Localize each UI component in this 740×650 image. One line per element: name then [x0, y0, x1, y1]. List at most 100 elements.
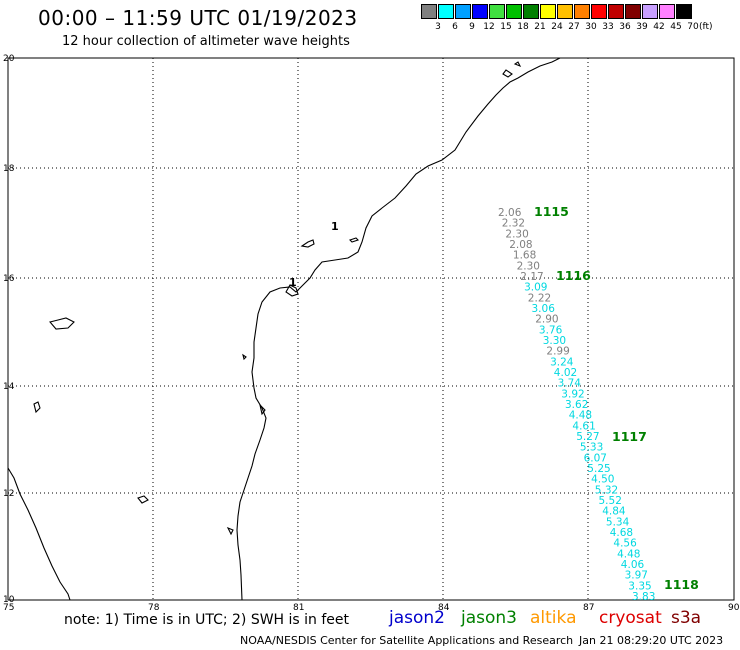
cocos-island [49, 317, 75, 330]
legend-swatch-10 [591, 4, 607, 19]
legend-label-24: 24 [551, 22, 563, 32]
satellite-s3a: s3a [671, 608, 702, 628]
swh-reading: 4.48 [617, 548, 640, 560]
legend-label-36: 36 [619, 22, 631, 32]
legend-label-15: 15 [500, 22, 512, 32]
legend-swatch-0 [421, 4, 437, 19]
swh-reading: 5.33 [580, 442, 603, 454]
lat-label-16: 16 [3, 274, 15, 284]
swh-reading: 2.30 [517, 260, 540, 272]
pass-time-labels: 1115 1116 1117 1118 [534, 204, 699, 592]
swh-reading: 5.52 [599, 495, 622, 507]
legend-swatch-12 [625, 4, 641, 19]
swh-reading: 3.83 [632, 591, 655, 603]
pass-time-label: 1116 [556, 268, 591, 283]
credit-line: NOAA/NESDIS Center for Satellite Applica… [240, 634, 574, 647]
legend-swatch-14 [659, 4, 675, 19]
generation-timestamp: Jan 21 08:29:20 UTC 2023 [579, 634, 724, 647]
gulf-of-fonseca [285, 284, 299, 297]
legend-label-33: 33 [602, 22, 614, 32]
swh-reading: 2.06 [498, 207, 522, 219]
swh-reading: 4.48 [569, 410, 592, 422]
panama-islet [226, 526, 234, 536]
coast-marker-fonseca: 1 [289, 276, 297, 289]
coastline [7, 57, 561, 601]
legend-swatch-9 [574, 4, 590, 19]
lat-label-14: 14 [3, 382, 15, 392]
chart-subtitle: 12 hour collection of altimeter wave hei… [62, 34, 350, 49]
legend-label-30: 30 [585, 22, 597, 32]
pass-time-label: 1115 [534, 204, 569, 219]
legend-swatch-1 [438, 4, 454, 19]
swh-reading: 3.97 [625, 570, 648, 582]
swh-reading: 3.06 [532, 303, 556, 315]
swh-reading: 4.61 [572, 420, 595, 432]
satellite-jason2: jason2 [389, 608, 445, 628]
swh-reading: 4.56 [613, 538, 637, 550]
swh-reading: 3.24 [550, 356, 574, 368]
legend-label-12: 12 [483, 22, 495, 32]
legend-label-70: 70 [687, 22, 699, 32]
legend-swatch-6 [523, 4, 539, 19]
lon-label-78: 78 [148, 603, 160, 613]
chart-title: 00:00 – 11:59 UTC 01/19/2023 [38, 6, 358, 30]
legend-swatch-11 [608, 4, 624, 19]
satellite-altika: altika [530, 608, 577, 628]
swh-reading: 4.50 [591, 474, 614, 486]
swh-reading: 3.92 [561, 388, 584, 400]
legend-swatch-3 [472, 4, 488, 19]
legend-label-45: 45 [670, 22, 682, 32]
legend-label-9: 9 [469, 22, 475, 32]
legend-label-27: 27 [568, 22, 580, 32]
swh-reading: 2.30 [505, 228, 528, 240]
legend-swatch-13 [642, 4, 658, 19]
satellite-cryosat: cryosat [599, 608, 662, 628]
swh-reading: 1.68 [513, 250, 536, 262]
legend-label-3: 3 [435, 22, 441, 32]
pass-time-label: 1117 [612, 429, 647, 444]
lon-label-75: 75 [3, 603, 14, 613]
swh-reading: 2.99 [546, 346, 569, 358]
swh-reading: 6.07 [584, 452, 607, 464]
lat-lon-grid [8, 58, 734, 600]
legend-swatch-15 [676, 4, 692, 19]
swh-reading: 3.74 [558, 378, 582, 390]
legend-swatch-8 [557, 4, 573, 19]
south-american-coast [7, 467, 71, 601]
islet-d [137, 495, 149, 504]
islet-c [33, 401, 41, 414]
legend-swatch-5 [506, 4, 522, 19]
swh-reading: 2.32 [502, 218, 525, 230]
swh-readings: 2.062.322.302.081.682.302.173.092.223.06… [498, 207, 655, 603]
swh-reading: 5.34 [606, 516, 630, 528]
lon-label-90: 90 [728, 603, 740, 613]
small-islet-a [242, 353, 247, 361]
satellite-jason3: jason3 [461, 608, 517, 628]
swh-reading: 5.27 [576, 431, 599, 443]
swh-reading: 3.62 [565, 399, 588, 411]
lon-label-84: 84 [438, 603, 450, 613]
bay-islands [300, 237, 360, 248]
lat-label-20: 20 [3, 54, 15, 64]
swh-reading: 2.90 [535, 314, 558, 326]
legend-swatch-2 [455, 4, 471, 19]
small-islet-b [259, 403, 266, 416]
swh-reading: 3.30 [543, 335, 566, 347]
swh-reading: 3.35 [628, 580, 651, 592]
legend-label-39: 39 [636, 22, 648, 32]
swh-reading: 4.68 [610, 527, 633, 539]
swh-reading: 4.84 [602, 506, 626, 518]
nicaragua-cays [502, 61, 522, 78]
coast-marker-top: 1 [331, 220, 339, 233]
lon-label-81: 81 [293, 603, 304, 613]
legend-unit: (ft) [699, 22, 713, 32]
legend-swatch-4 [489, 4, 505, 19]
swh-reading: 4.02 [554, 367, 577, 379]
swh-reading: 2.17 [520, 271, 543, 283]
legend-label-42: 42 [653, 22, 665, 32]
legend-label-6: 6 [452, 22, 458, 32]
lon-tick-labels: 75 78 81 84 87 90 [3, 603, 740, 613]
pass-time-label: 1118 [664, 577, 699, 592]
lat-label-18: 18 [3, 164, 15, 174]
lat-label-12: 12 [3, 489, 14, 499]
